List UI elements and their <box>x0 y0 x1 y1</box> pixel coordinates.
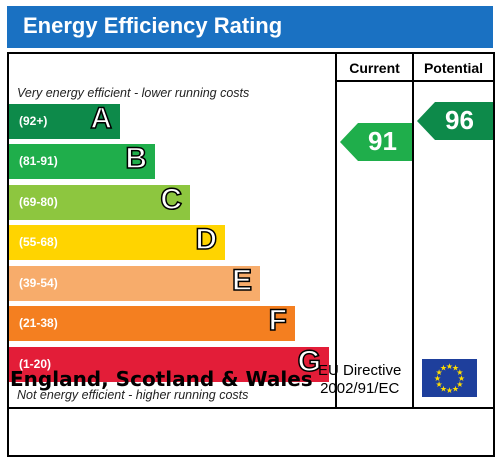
current-column-header: Current <box>349 60 400 76</box>
eu-directive-label: EU Directive 2002/91/EC <box>318 362 401 398</box>
current-rating-arrow: 91 <box>340 123 412 161</box>
band-range-label: (1-20) <box>19 357 52 371</box>
band-letter: A <box>90 101 113 136</box>
footer-divider <box>9 407 493 409</box>
rating-band-f: (21-38) F <box>9 303 295 341</box>
column-divider <box>412 54 414 407</box>
potential-rating-value: 96 <box>445 105 474 135</box>
band-range-label: (81-91) <box>19 154 58 168</box>
svg-text:★: ★ <box>456 380 463 389</box>
page-title: Energy Efficiency Rating <box>23 13 283 38</box>
region-label: England, Scotland & Wales <box>10 367 313 391</box>
band-letter: F <box>268 303 288 338</box>
band-range-label: (69-80) <box>19 195 58 209</box>
svg-text:★: ★ <box>446 386 453 395</box>
potential-rating-arrow: 96 <box>417 102 493 140</box>
band-range-label: (55-68) <box>19 235 58 249</box>
current-rating-value: 91 <box>368 126 397 156</box>
inefficient-note: Not energy efficient - higher running co… <box>17 388 249 402</box>
rating-band-b: (81-91) B <box>9 141 155 179</box>
header-bar: Energy Efficiency Rating <box>7 6 493 48</box>
svg-text:★: ★ <box>458 374 465 383</box>
header-divider <box>335 80 493 82</box>
rating-table: Current Potential Very energy efficient … <box>7 52 495 457</box>
band-letter: E <box>231 263 253 298</box>
eu-flag-icon: ★ ★ ★ ★ ★ ★ ★ ★ ★ ★ ★ ★ <box>422 359 477 397</box>
band-range-label: (39-54) <box>19 276 58 290</box>
potential-column-header: Potential <box>423 60 484 76</box>
band-letter: G <box>297 344 322 379</box>
eu-directive-line1: EU Directive <box>318 362 402 379</box>
svg-text:★: ★ <box>440 364 447 373</box>
band-letter: D <box>195 222 218 257</box>
band-letter: C <box>160 182 183 217</box>
rating-band-a: (92+) A <box>9 101 120 139</box>
rating-band-c: (69-80) C <box>9 182 190 220</box>
rating-band-e: (39-54) E <box>9 263 260 301</box>
svg-text:★: ★ <box>440 384 447 393</box>
potential-arrow-shape <box>417 102 493 140</box>
svg-text:★: ★ <box>452 364 459 373</box>
column-divider <box>335 54 337 407</box>
svg-text:★: ★ <box>446 362 453 371</box>
efficient-note: Very energy efficient - lower running co… <box>17 86 250 100</box>
rating-band-g: (1-20) G <box>9 344 329 382</box>
svg-text:★: ★ <box>436 368 443 377</box>
svg-text:★: ★ <box>434 374 441 383</box>
band-range-label: (92+) <box>19 114 48 128</box>
current-arrow-shape <box>340 123 412 161</box>
svg-text:★: ★ <box>436 380 443 389</box>
band-range-label: (21-38) <box>19 316 58 330</box>
svg-text:★: ★ <box>452 384 459 393</box>
eu-directive-line2: 2002/91/EC <box>320 380 400 397</box>
band-letter: B <box>125 141 148 176</box>
svg-text:★: ★ <box>456 368 463 377</box>
rating-band-d: (55-68) D <box>9 222 225 260</box>
